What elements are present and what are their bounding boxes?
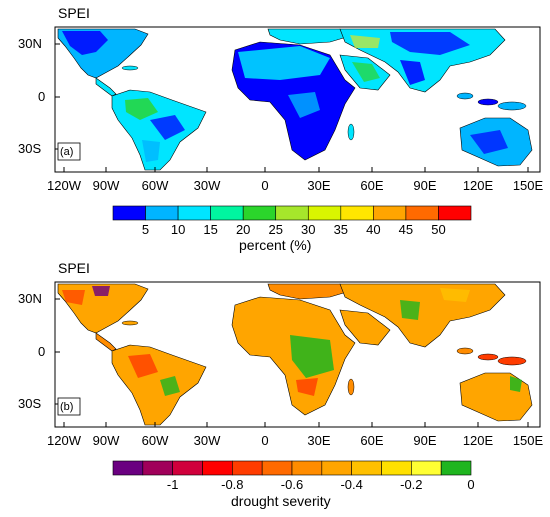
- panel-b-label: (b): [60, 401, 74, 413]
- panel-a-map: [54, 26, 541, 173]
- panel-a-colorbar-label: 10: [170, 222, 186, 237]
- panel-b-colorbar-swatch: [440, 460, 472, 476]
- panel-a-colorbar-label: 40: [366, 222, 381, 237]
- panel-a-asia-patch3: [350, 35, 380, 48]
- panel-b-colorbar-label: -0.4: [340, 477, 363, 492]
- panel-b-colorbar-swatch: [232, 460, 263, 476]
- panel-a-colorbar-swatch: [210, 205, 244, 221]
- panel-b-arabia: [339, 309, 391, 346]
- panel-b-lat-0: 0: [38, 344, 46, 359]
- panel-a-lon-tick: 30E: [307, 178, 331, 193]
- panel-b-colorbar-swatch: [351, 460, 382, 476]
- panel-a-lon-tick: 90W: [92, 178, 120, 193]
- panel-a-colorbar-label: 45: [398, 222, 414, 237]
- panel-a-lon-tick: 60W: [141, 178, 169, 193]
- panel-a-africa-patch: [288, 92, 320, 118]
- panel-a-lon-tick: 0: [261, 178, 269, 193]
- panel-b-map: [54, 281, 541, 428]
- panel-a-sa-patch2: [150, 115, 185, 140]
- panel-a-colorbar-swatch: [373, 205, 407, 221]
- panel-a-axis-ticks: [55, 43, 529, 172]
- panel-b-lon-tick: 120W: [47, 433, 81, 448]
- panel-b-lat-30n: 30N: [18, 291, 42, 306]
- panel-a-lon-tick: 30W: [193, 178, 221, 193]
- panel-b-label-box: [57, 397, 81, 416]
- panel-b-colorbar-swatch: [291, 460, 323, 476]
- panel-a-colorbar-label: 20: [235, 222, 251, 237]
- panel-a-colorbar-swatch: [145, 205, 179, 221]
- panel-b-colorbar-label: -1: [166, 477, 179, 492]
- panel-b-lon-tick: 0: [261, 433, 269, 448]
- panel-b-colorbar-swatch: [321, 460, 352, 476]
- panel-a-sa-patch1: [125, 98, 158, 120]
- panel-a-lat-30n: 30N: [18, 36, 42, 51]
- panel-a-colorbar-label: 30: [301, 222, 316, 237]
- panel-b-colorbar-swatch: [172, 460, 203, 476]
- panel-a-colorbar-swatch: [242, 205, 277, 221]
- panel-a-asia-patch2: [400, 60, 425, 85]
- panel-a-lon-tick: 120E: [462, 178, 494, 193]
- panel-b-lon-tick: 90E: [413, 433, 437, 448]
- panel-a-colorbar-swatch: [275, 205, 309, 221]
- panel-a-title: SPEI: [58, 5, 90, 21]
- panel-a-colorbar-swatch: [405, 205, 439, 221]
- panel-a-colorbar-label: 35: [333, 222, 349, 237]
- panel-a-lat-0: 0: [38, 89, 46, 104]
- panel-a-asia-patch1: [390, 32, 470, 55]
- panel-a-sa-patch3: [142, 140, 160, 162]
- panel-a-colorbar-swatch: [340, 205, 374, 221]
- panel-b-colorbar-title: drought severity: [231, 493, 331, 509]
- panel-b-colorbar-label: 0: [467, 477, 475, 492]
- panel-b-lon-tick: 150E: [512, 433, 544, 448]
- panel-a-africa-north: [238, 46, 330, 80]
- panel-a-lon-tick: 60E: [360, 178, 384, 193]
- panel-b-axis-ticks: [55, 298, 529, 427]
- panel-b-lon-tick: 60E: [360, 433, 384, 448]
- panel-a-lat-30s: 30S: [18, 141, 42, 156]
- panel-a-lon-tick: 90E: [413, 178, 437, 193]
- panel-a-colorbar-label: 50: [431, 222, 446, 237]
- panel-b-lat-30s: 30S: [18, 396, 42, 411]
- panel-b-lon-tick: 90W: [92, 433, 120, 448]
- panel-a-colorbar-swatch: [177, 205, 211, 221]
- panel-b-lon-tick: 30W: [193, 433, 221, 448]
- panel-a-colorbar: [112, 205, 472, 221]
- panel-b-colorbar: [112, 460, 472, 476]
- panel-b-colorbar-swatch: [202, 460, 233, 476]
- panel-b-title: SPEI: [58, 260, 90, 276]
- panel-a-label: (a): [60, 146, 74, 158]
- panel-a-lon-tick: 120W: [47, 178, 81, 193]
- panel-a-na-patch: [62, 31, 108, 55]
- panel-a-label-box: [57, 142, 81, 161]
- panel-a-colorbar-title: percent (%): [239, 237, 312, 253]
- panel-b-colorbar-swatch: [142, 460, 173, 476]
- panel-b-colorbar-swatch: [411, 460, 442, 476]
- panel-a-lon-tick: 150E: [512, 178, 544, 193]
- panel-a-colorbar-swatch: [438, 205, 472, 221]
- panel-a-colorbar-label: 15: [203, 222, 218, 237]
- panel-b-colorbar-label: -0.8: [221, 477, 244, 492]
- panel-b-lon-tick: 120E: [462, 433, 494, 448]
- panel-b-lon-tick: 30E: [307, 433, 331, 448]
- panel-b-colorbar-swatch: [381, 460, 412, 476]
- panel-a-colorbar-swatch: [307, 205, 342, 221]
- panel-a-colorbar-swatch: [112, 205, 146, 221]
- panel-b-colorbar-swatch: [112, 460, 144, 476]
- panel-b-lon-tick: 60W: [141, 433, 169, 448]
- panel-b-colorbar-label: -0.2: [400, 477, 423, 492]
- panel-a-colorbar-label: 5: [141, 222, 150, 237]
- panel-b-colorbar-swatch: [261, 460, 293, 476]
- panel-a-colorbar-label: 25: [268, 222, 283, 237]
- panel-b-colorbar-label: -0.6: [280, 477, 304, 492]
